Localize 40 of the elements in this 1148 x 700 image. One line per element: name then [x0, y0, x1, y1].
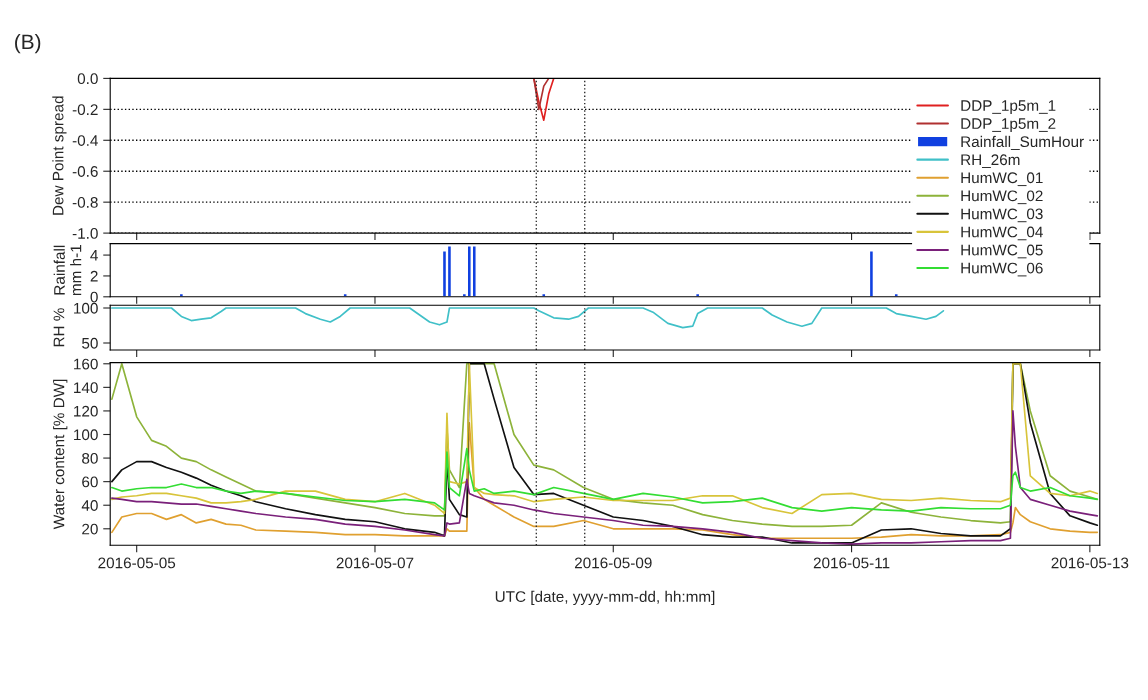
x-tick-label: 2016-05-11 — [813, 557, 890, 569]
y-tick-label: 0.0 — [77, 73, 98, 85]
x-tick-label: 2016-05-13 — [1051, 557, 1129, 569]
y-tick-label: 4 — [90, 250, 98, 261]
y-tick-label: 80 — [82, 452, 98, 464]
legend-label: Rainfall_SumHour — [961, 135, 1084, 150]
y-tick-label: 50 — [82, 337, 98, 349]
y-tick-label: 160 — [74, 358, 98, 370]
x-tick-label: 2016-05-07 — [336, 557, 414, 569]
y-axis-title: Water content [% DW] — [53, 379, 68, 530]
y-tick-label: 140 — [74, 382, 98, 394]
y-axis-title: Dew Point spread — [52, 96, 67, 215]
legend-label: RH_26m — [961, 154, 1020, 169]
y-tick-label: -1.0 — [72, 227, 98, 239]
legend-label: HumWC_01 — [961, 172, 1043, 187]
y-tick-label: -0.6 — [72, 166, 98, 177]
legend-label: HumWC_04 — [961, 226, 1043, 241]
y-axis-title: Rainfall mm h-1 — [53, 245, 82, 296]
y-tick-label: -0.8 — [72, 197, 98, 208]
legend-label: HumWC_03 — [961, 208, 1043, 223]
y-tick-label: 40 — [81, 500, 98, 511]
x-tick-label: 2016-05-09 — [574, 557, 652, 569]
y-tick-label: -0.2 — [72, 104, 98, 116]
y-tick-label: 100 — [74, 429, 98, 441]
legend-label: DDP_1p5m_1 — [961, 100, 1056, 114]
y-tick-label: 120 — [74, 405, 98, 417]
y-axis-title: RH % — [53, 308, 65, 347]
y-tick-label: 100 — [74, 302, 98, 314]
legend-label: HumWC_02 — [961, 190, 1043, 205]
legend-label: HumWC_06 — [961, 262, 1043, 277]
y-tick-label: -0.4 — [72, 135, 98, 146]
legend-label: DDP_1p5m_2 — [961, 118, 1056, 133]
y-tick-label: 60 — [82, 476, 98, 488]
y-tick-label: 0 — [90, 291, 98, 303]
legend-label: HumWC_05 — [961, 244, 1043, 259]
chart-title: (B) — [15, 33, 41, 54]
x-tick-label: 2016-05-05 — [98, 557, 176, 569]
y-tick-label: 2 — [90, 270, 98, 282]
x-axis-title: UTC [date, yyyy-mm-dd, hh:mm] — [495, 590, 715, 606]
y-tick-label: 20 — [82, 523, 98, 535]
